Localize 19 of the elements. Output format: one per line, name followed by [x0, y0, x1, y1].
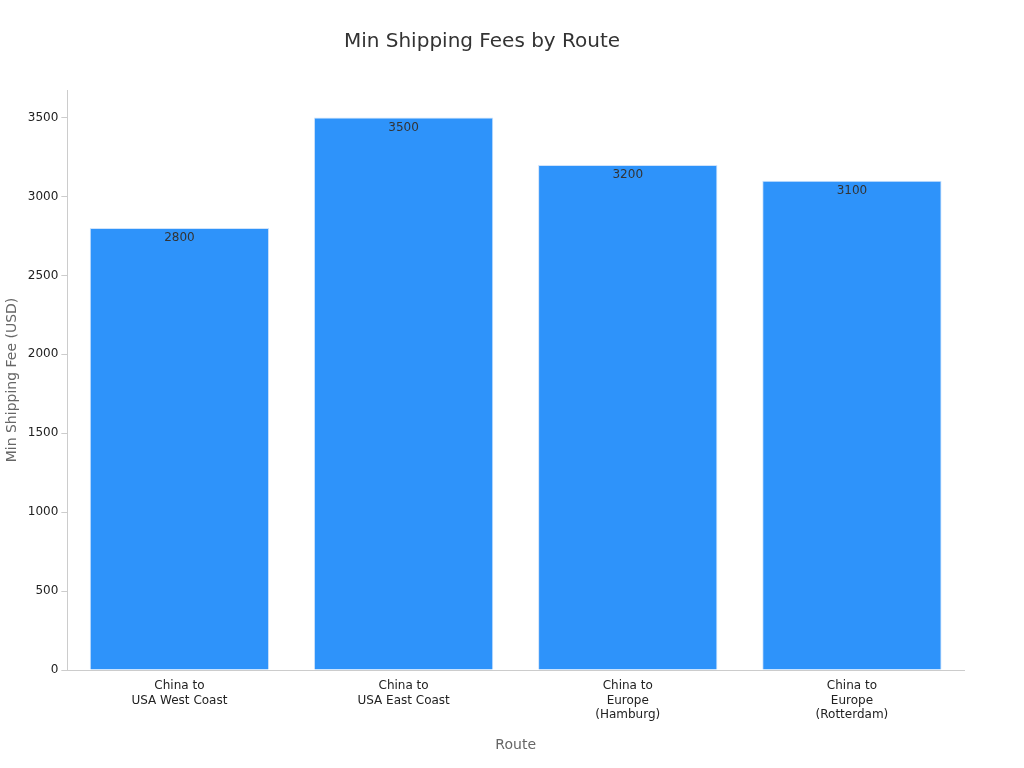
y-tick-label: 3500: [27, 109, 59, 124]
y-tick-label: 500: [35, 583, 59, 598]
x-tick-label: China to USA East Coast: [357, 678, 451, 707]
data-label: 3500: [388, 119, 419, 134]
y-axis-title: Min Shipping Fee (USD): [3, 297, 20, 463]
x-tick-label: China to Europe (Hamburg): [595, 678, 661, 722]
y-tick-label: 0: [50, 662, 59, 677]
x-axis-title: Route: [495, 736, 536, 753]
y-tick-label: 3000: [27, 188, 59, 203]
data-label: 3100: [836, 182, 868, 197]
y-tick-label: 1000: [27, 504, 59, 519]
x-tick-label: China to USA West Coast: [131, 678, 228, 707]
chart-title: Min Shipping Fees by Route: [343, 28, 621, 53]
y-tick-label: 2000: [27, 346, 59, 361]
y-tick-label: 1500: [27, 425, 59, 440]
y-tick-label: 2500: [27, 267, 59, 282]
x-tick-label: China to Europe (Rotterdam): [815, 678, 889, 722]
data-label: 2800: [164, 230, 195, 245]
data-label: 3200: [612, 167, 644, 182]
